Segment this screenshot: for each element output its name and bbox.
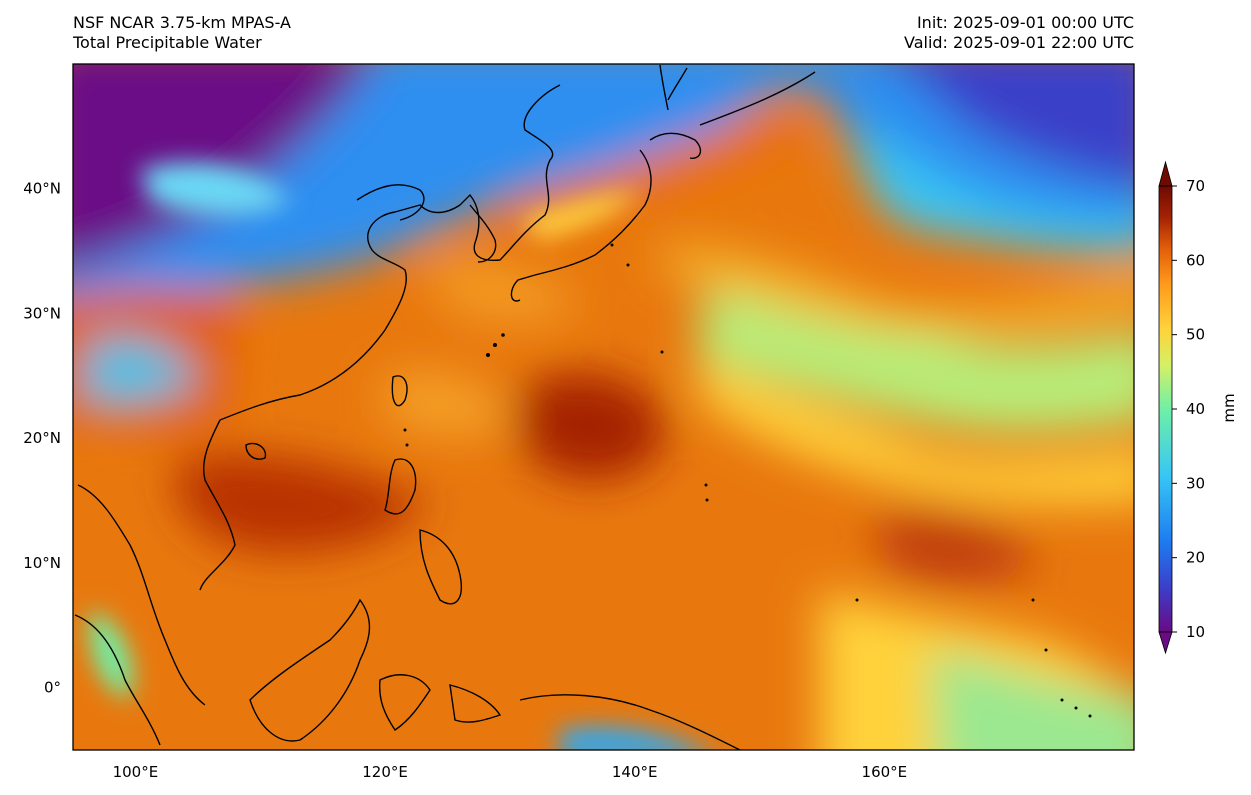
lat-tick-label: 40°N (23, 180, 61, 198)
lat-tick-label: 30°N (23, 304, 61, 322)
lon-tick-label: 160°E (862, 763, 908, 781)
map-frame (72, 63, 1135, 751)
lon-tick-label: 100°E (113, 763, 159, 781)
title-block-left: NSF NCAR 3.75-km MPAS-A Total Precipitab… (73, 13, 291, 53)
longitude-ticks: 100°E 120°E 140°E 160°E (113, 763, 908, 781)
lon-tick-label: 140°E (612, 763, 658, 781)
init-time: Init: 2025-09-01 00:00 UTC (916, 13, 1134, 32)
latitude-ticks: 40°N 30°N 20°N 10°N 0° (23, 180, 61, 697)
islands (403, 243, 1092, 718)
colorbar-extend-max (1158, 160, 1173, 187)
colorbar: 70 60 50 40 30 20 10 mm (1158, 160, 1238, 655)
colorbar-tick-label: 40 (1186, 400, 1205, 418)
field-title: Total Precipitable Water (73, 33, 262, 52)
lon-tick-label: 120°E (362, 763, 408, 781)
colorbar-tick-label: 30 (1186, 474, 1205, 492)
lat-tick-label: 20°N (23, 429, 61, 447)
colorbar-extend-min (1158, 631, 1173, 655)
colorbar-tick-label: 20 (1186, 549, 1205, 567)
lat-tick-label: 0° (44, 679, 61, 697)
title-block-right: Init: 2025-09-01 00:00 UTC Valid: 2025-0… (904, 13, 1134, 53)
valid-time: Valid: 2025-09-01 22:00 UTC (903, 33, 1134, 52)
colorbar-tick-label: 60 (1186, 251, 1205, 269)
colorbar-tick-label: 50 (1186, 326, 1205, 344)
lat-tick-label: 10°N (23, 554, 61, 572)
colorbar-tick-label: 70 (1186, 177, 1205, 195)
coastlines (74, 64, 816, 750)
model-title: NSF NCAR 3.75-km MPAS-A (73, 13, 291, 32)
colorbar-ramp (1159, 186, 1172, 632)
tpw-field (73, 64, 1134, 750)
colorbar-tick-label: 10 (1186, 623, 1205, 641)
colorbar-unit-label: mm (1220, 393, 1238, 422)
